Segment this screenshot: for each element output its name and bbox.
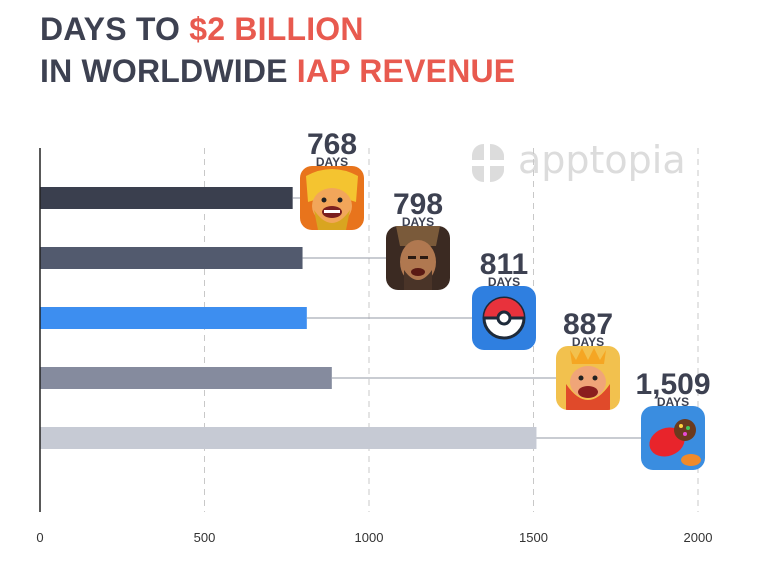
apptopia-logo-icon	[472, 144, 504, 182]
title-line1-accent: $2 BILLION	[189, 11, 364, 47]
x-tick-label: 500	[194, 530, 216, 545]
bar-value-label: 798	[393, 188, 443, 221]
x-tick-label: 1500	[519, 530, 548, 545]
x-tick-label: 1000	[355, 530, 384, 545]
bar	[40, 187, 293, 209]
bar-value-label: 1,509	[635, 368, 710, 401]
chart-title: DAYS TO $2 BILLION IN WORLDWIDE IAP REVE…	[40, 8, 515, 92]
bar-unit-label: DAYS	[572, 335, 604, 349]
bar-unit-label: DAYS	[488, 275, 520, 289]
bar-value-label: 887	[563, 308, 613, 341]
bar	[40, 427, 537, 449]
bar	[40, 247, 303, 269]
clash-royale-app-icon	[556, 346, 620, 410]
apptopia-watermark: apptopia	[466, 134, 716, 194]
clash-of-clans-app-icon	[300, 166, 364, 230]
game-of-war-app-icon	[386, 226, 450, 290]
bar-unit-label: DAYS	[402, 215, 434, 229]
pokemon-go-app-icon	[472, 286, 536, 350]
candy-crush-saga-app-icon	[641, 406, 705, 470]
x-tick-label: 0	[36, 530, 43, 545]
bar	[40, 307, 307, 329]
bar-value-label: 811	[480, 248, 528, 281]
title-line1-prefix: DAYS TO	[40, 11, 190, 47]
title-line2-prefix: IN WORLDWIDE	[40, 53, 297, 89]
bar-value-label: 768	[307, 128, 357, 161]
bar-unit-label: DAYS	[657, 395, 689, 409]
bar	[40, 367, 332, 389]
x-tick-label: 2000	[684, 530, 713, 545]
watermark-text: apptopia	[518, 138, 686, 182]
title-line2-accent: IAP REVENUE	[296, 53, 516, 89]
bar-unit-label: DAYS	[316, 155, 348, 169]
